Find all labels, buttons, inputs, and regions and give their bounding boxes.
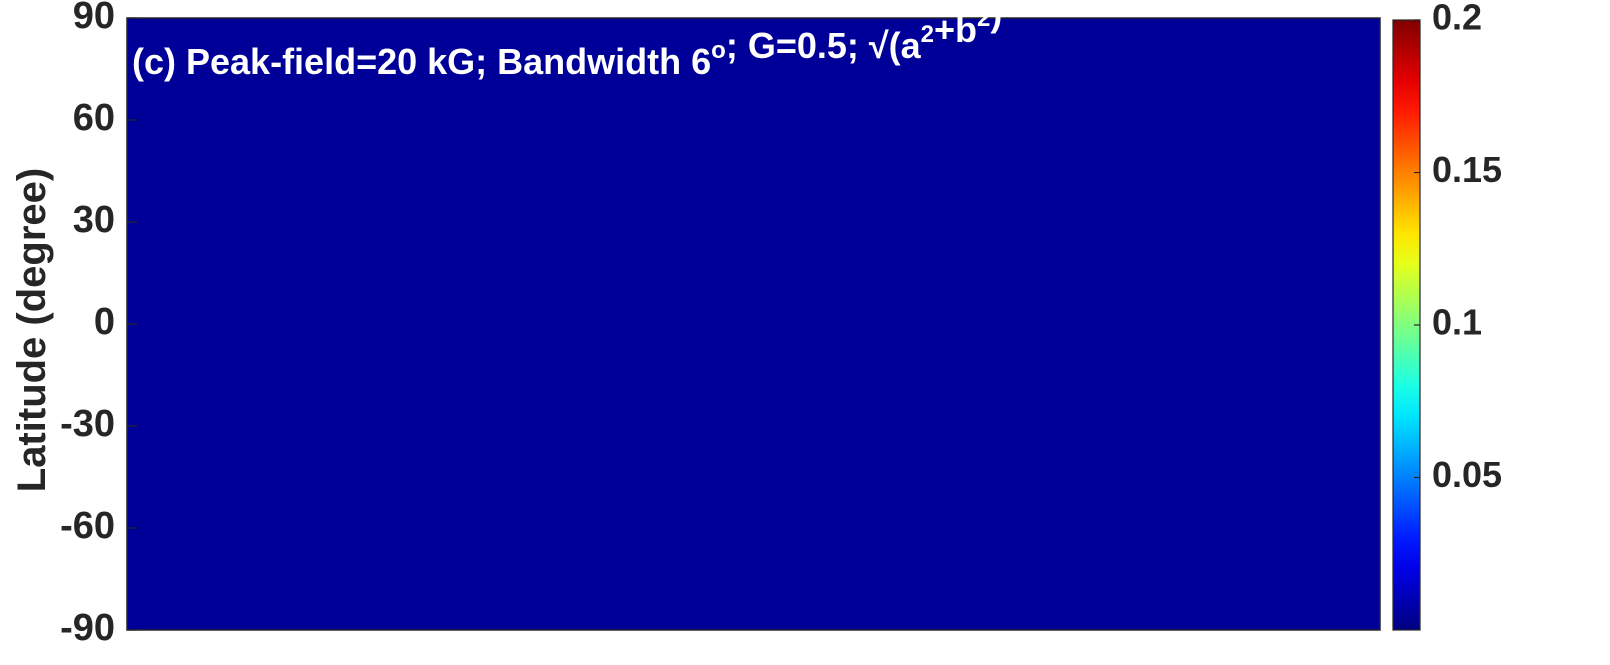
title-superscript: 2: [977, 5, 990, 32]
chart-title: (c) Peak-field=20 kG; Bandwidth 6o; G=0.…: [132, 0, 1002, 82]
colorbar-tick-label: 0.2: [1432, 0, 1482, 38]
y-tick-label: -30: [60, 403, 115, 445]
colorbar: 0.2 0.15 0.1 0.05: [1392, 0, 1502, 631]
band-northern-level-22: [127, 221, 1380, 327]
y-axis-label: Latitude (degree): [10, 167, 54, 493]
title-superscript: 2: [921, 21, 934, 48]
heatmap-bands: [127, 221, 1380, 423]
y-tick-label: 30: [73, 199, 115, 241]
colorbar-tick-label: 0.15: [1432, 149, 1502, 190]
colorbar-tick-label: 0.1: [1432, 302, 1482, 343]
colorbar-ticks: 0.2 0.15 0.1 0.05: [1414, 0, 1502, 495]
colorbar-tick-label: 0.05: [1432, 454, 1502, 495]
title-part: ; G=0.5; √(a: [726, 25, 922, 66]
y-tick-label: 60: [73, 97, 115, 139]
band-southern-level-22: [127, 327, 1380, 423]
plot-area: [126, 17, 1381, 631]
y-tick-label: 90: [73, 0, 115, 37]
y-tick-label: -90: [60, 607, 115, 649]
y-axis-ticks: 90 60 30 0 -30 -60 -90: [60, 0, 137, 649]
heatmap-background: [127, 18, 1380, 630]
title-part: (c) Peak-field=20 kG; Bandwidth 6: [132, 41, 711, 82]
title-part: ): [990, 0, 1002, 34]
y-tick-label: 0: [94, 301, 115, 343]
title-part: +b: [934, 9, 977, 50]
y-tick-label: -60: [60, 505, 115, 547]
title-superscript: o: [711, 37, 726, 64]
